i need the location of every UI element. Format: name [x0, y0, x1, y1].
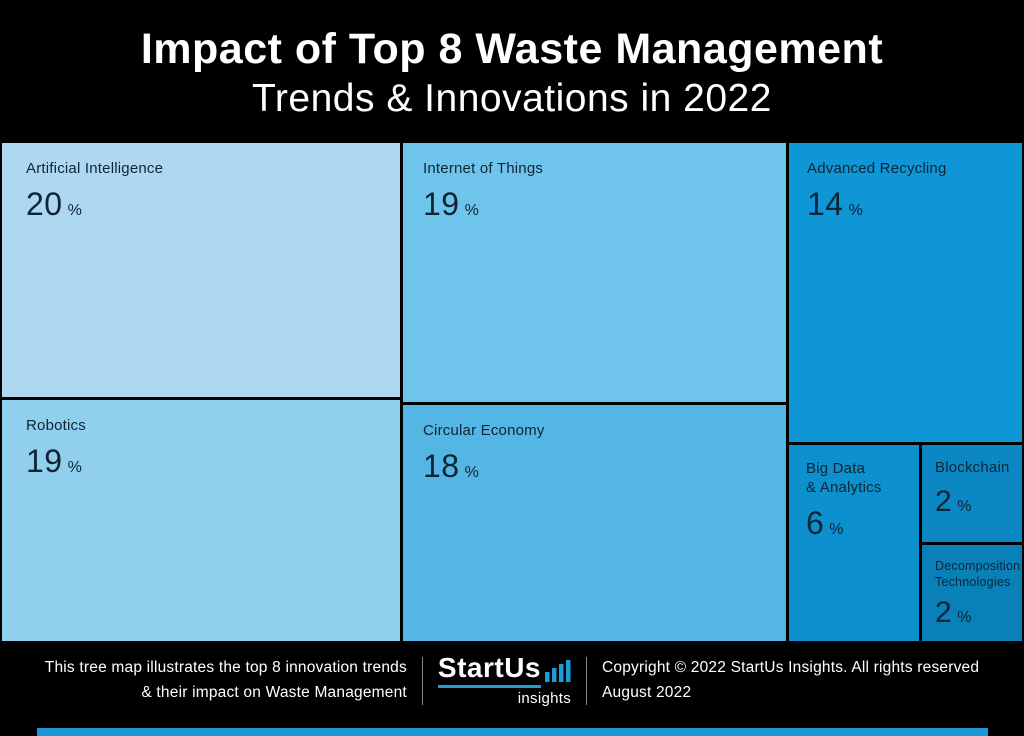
cell-label: Decomposition Technologies [935, 559, 1021, 590]
cell-value: 20% [26, 185, 82, 222]
footer-divider [586, 656, 588, 705]
header: Impact of Top 8 Waste Management Trends … [0, 0, 1024, 141]
treemap-cell-big-data-analytics: Big Data & Analytics 6% [789, 445, 919, 641]
cell-value: 2% [935, 595, 972, 629]
chart-caption: This tree map illustrates the top 8 inno… [45, 656, 407, 704]
cell-label: Big Data & Analytics [806, 460, 882, 496]
cell-label: Artificial Intelligence [26, 160, 164, 177]
copyright-notice: Copyright © 2022 StartUs Insights. All r… [602, 656, 979, 704]
cell-value: 2% [935, 484, 972, 518]
caption-line1: This tree map illustrates the top 8 inno… [44, 659, 407, 677]
cell-value: 19% [423, 185, 479, 222]
page-title-line2: Trends & Innovations in 2022 [252, 76, 772, 120]
footer-divider [421, 656, 423, 705]
footer: This tree map illustrates the top 8 inno… [0, 643, 1024, 736]
cell-value: 6% [806, 504, 844, 541]
caption-line2: & their impact on Waste Management [141, 683, 407, 701]
treemap-cell-artificial-intelligence: Artificial Intelligence 20% [2, 143, 400, 397]
bar-chart-icon [545, 660, 571, 682]
logo-wordmark: StartUs [437, 654, 542, 688]
cell-label: Internet of Things [423, 160, 544, 177]
bottom-accent-bar [37, 728, 988, 736]
treemap-cell-advanced-recycling: Advanced Recycling 14% [789, 143, 1022, 442]
treemap-cell-blockchain: Blockchain 2% [922, 445, 1022, 542]
logo-row: StartUs [437, 654, 571, 688]
startus-insights-logo: StartUs insights [437, 654, 572, 707]
logo-subtitle: insights [517, 690, 572, 707]
cell-label: Robotics [26, 417, 86, 434]
treemap-cell-decomposition-technologies: Decomposition Technologies 2% [922, 545, 1022, 641]
page-title-line1: Impact of Top 8 Waste Management [140, 25, 884, 74]
cell-label: Blockchain [935, 459, 1010, 476]
cell-value: 18% [423, 447, 479, 484]
cell-label: Circular Economy [423, 422, 545, 439]
cell-value: 14% [807, 185, 863, 222]
cell-value: 19% [26, 442, 82, 479]
treemap-cell-internet-of-things: Internet of Things 19% [403, 143, 786, 402]
copyright-line1: Copyright © 2022 StartUs Insights. All r… [602, 659, 980, 677]
treemap-chart: Artificial Intelligence 20% Robotics 19%… [0, 141, 1024, 643]
cell-label: Advanced Recycling [807, 160, 947, 177]
page-title: Impact of Top 8 Waste Management Trends … [141, 24, 883, 122]
treemap-cell-circular-economy: Circular Economy 18% [403, 405, 786, 641]
copyright-line2: August 2022 [602, 683, 692, 701]
treemap-cell-robotics: Robotics 19% [2, 400, 400, 641]
